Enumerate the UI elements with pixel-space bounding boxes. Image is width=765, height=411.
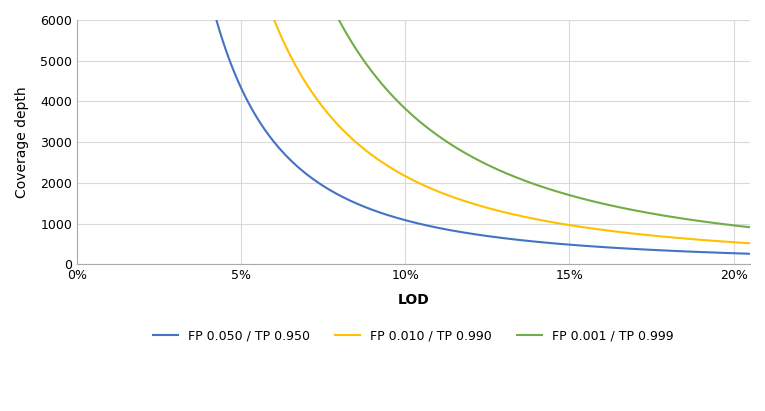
FP 0.010 / TP 0.990 xyxy=(396,171,405,176)
FP 0.001 / TP 0.999 xyxy=(396,102,405,107)
FP 0.001 / TP 0.999 xyxy=(374,77,383,82)
FP 0.050 / TP 0.950 xyxy=(745,251,754,256)
Line: FP 0.010 / TP 0.990: FP 0.010 / TP 0.990 xyxy=(126,0,750,243)
FP 0.010 / TP 0.990 xyxy=(620,230,629,235)
FP 0.050 / TP 0.950 xyxy=(550,241,559,246)
FP 0.050 / TP 0.950 xyxy=(608,245,617,250)
X-axis label: LOD: LOD xyxy=(398,293,429,307)
Line: FP 0.050 / TP 0.950: FP 0.050 / TP 0.950 xyxy=(126,0,750,254)
FP 0.001 / TP 0.999 xyxy=(608,203,617,208)
Line: FP 0.001 / TP 0.999: FP 0.001 / TP 0.999 xyxy=(126,0,750,227)
FP 0.001 / TP 0.999 xyxy=(620,206,629,211)
FP 0.050 / TP 0.950 xyxy=(374,210,383,215)
FP 0.050 / TP 0.950 xyxy=(620,246,629,251)
Legend: FP 0.050 / TP 0.950, FP 0.010 / TP 0.990, FP 0.001 / TP 0.999: FP 0.050 / TP 0.950, FP 0.010 / TP 0.990… xyxy=(148,324,679,347)
FP 0.001 / TP 0.999 xyxy=(745,225,754,230)
FP 0.010 / TP 0.990 xyxy=(374,157,383,162)
Y-axis label: Coverage depth: Coverage depth xyxy=(15,86,29,198)
FP 0.010 / TP 0.990 xyxy=(550,220,559,225)
FP 0.010 / TP 0.990 xyxy=(608,229,617,233)
FP 0.001 / TP 0.999 xyxy=(550,188,559,193)
FP 0.010 / TP 0.990 xyxy=(745,241,754,246)
FP 0.050 / TP 0.950 xyxy=(396,217,405,222)
